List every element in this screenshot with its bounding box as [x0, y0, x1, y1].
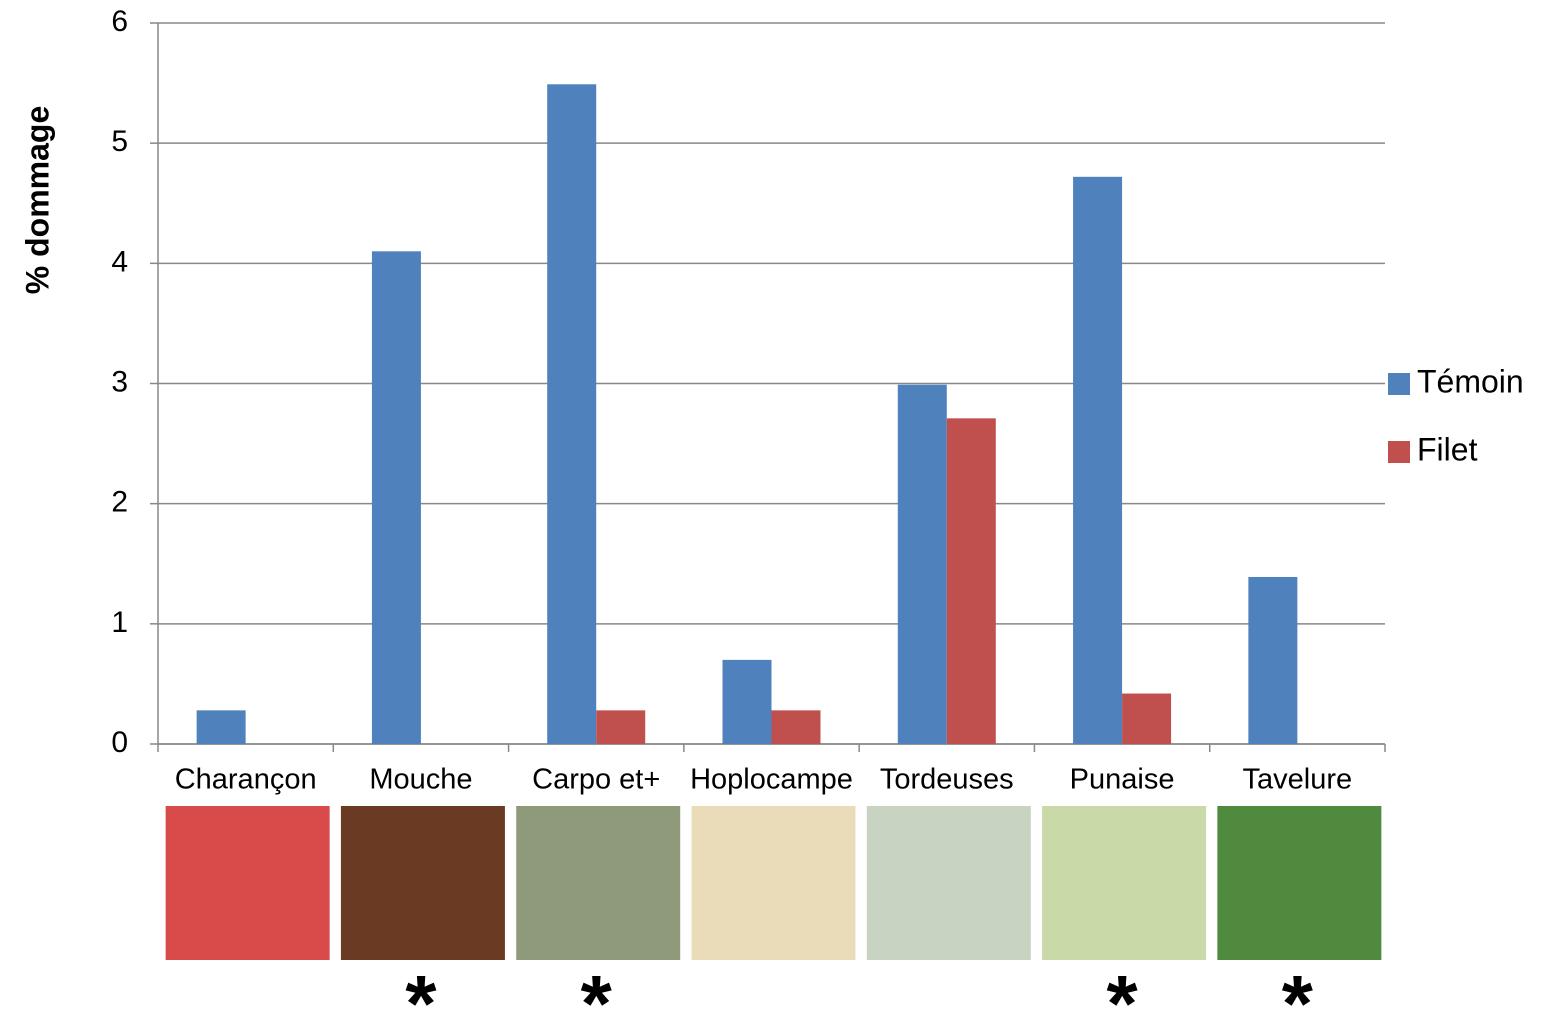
significance-marker: * — [1282, 959, 1314, 1019]
legend-swatch — [1388, 373, 1410, 395]
legend-label: Filet — [1417, 431, 1478, 467]
bar — [1248, 576, 1298, 744]
bar — [1122, 693, 1172, 744]
photo — [1042, 806, 1207, 960]
photo — [866, 806, 1031, 960]
photo — [165, 806, 330, 960]
bar — [596, 710, 646, 744]
significance-marker: * — [405, 959, 437, 1019]
significance-marker: * — [581, 959, 613, 1019]
bar — [547, 84, 597, 744]
significance-marker: * — [1107, 959, 1139, 1019]
y-tick-label: 4 — [111, 245, 128, 278]
y-tick-label: 3 — [111, 365, 128, 398]
y-axis-label: % dommage — [19, 106, 55, 294]
legend-label: Témoin — [1417, 363, 1524, 399]
photo — [691, 806, 856, 960]
bar — [897, 384, 947, 744]
bar — [722, 659, 772, 744]
photo — [516, 806, 681, 960]
x-tick-label: Carpo et+ — [532, 764, 660, 796]
y-tick-label: 5 — [111, 125, 128, 158]
y-tick-label: 1 — [111, 606, 128, 639]
legend-swatch — [1388, 441, 1410, 463]
photo — [1217, 806, 1382, 960]
bar — [196, 710, 246, 744]
x-tick-label: Punaise — [1070, 764, 1175, 796]
bar — [1073, 176, 1123, 744]
y-tick-label: 2 — [111, 486, 128, 519]
x-tick-label: Mouche — [369, 764, 472, 796]
bar — [771, 710, 821, 744]
bar — [946, 418, 996, 744]
y-tick-label: 0 — [111, 726, 128, 759]
x-tick-label: Tordeuses — [880, 764, 1014, 796]
x-tick-label: Charançon — [175, 764, 317, 796]
photo — [340, 806, 505, 960]
x-tick-label: Hoplocampe — [690, 764, 853, 796]
bar — [371, 251, 421, 745]
y-tick-label: 6 — [111, 5, 128, 38]
x-tick-label: Tavelure — [1243, 764, 1353, 796]
